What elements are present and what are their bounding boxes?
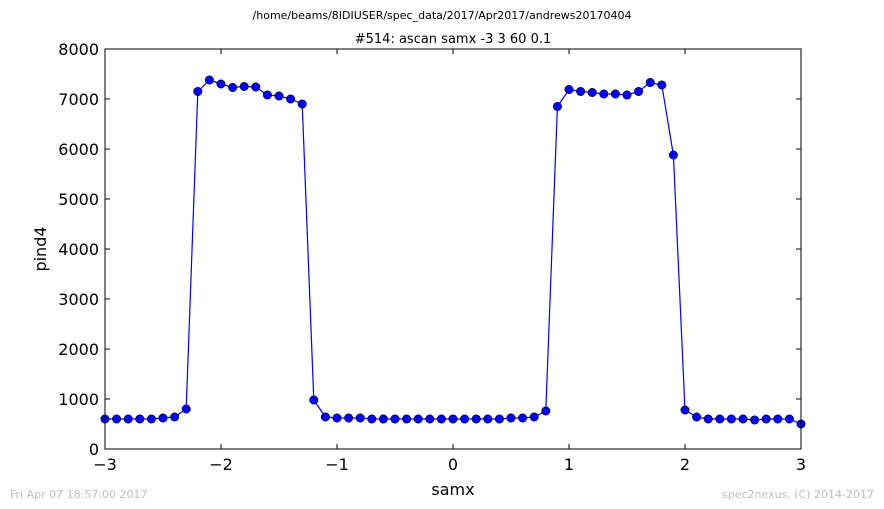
- data-point: [483, 414, 493, 424]
- data-point: [239, 82, 249, 92]
- data-point: [668, 150, 678, 160]
- footer-credit: spec2nexus, (C) 2014-2017: [722, 488, 874, 501]
- x-tick-label: 3: [796, 455, 806, 474]
- data-point: [262, 90, 272, 100]
- data-point: [413, 414, 423, 424]
- data-point: [518, 413, 528, 423]
- data-point: [494, 414, 504, 424]
- data-point: [193, 87, 203, 97]
- data-point: [506, 413, 516, 423]
- y-tick-label: 8000: [58, 40, 99, 59]
- data-point: [425, 414, 435, 424]
- data-point: [181, 404, 191, 414]
- y-tick-label: 7000: [58, 90, 99, 109]
- x-tick-label: −3: [93, 455, 117, 474]
- data-point: [599, 89, 609, 99]
- data-point: [645, 78, 655, 88]
- data-point: [367, 414, 377, 424]
- x-axis-label: samx: [431, 480, 474, 499]
- data-point: [286, 94, 296, 104]
- x-tick-label: −1: [325, 455, 349, 474]
- data-point: [634, 87, 644, 97]
- data-point: [587, 88, 597, 98]
- data-point: [297, 99, 307, 109]
- data-point: [344, 413, 354, 423]
- y-tick-label: 6000: [58, 140, 99, 159]
- data-point: [170, 412, 180, 422]
- data-point: [146, 414, 156, 424]
- series-layer: [100, 75, 806, 429]
- data-point: [680, 405, 690, 415]
- data-point: [750, 415, 760, 425]
- y-tick-label: 3000: [58, 290, 99, 309]
- data-point: [112, 414, 122, 424]
- y-tick-label: 0: [89, 440, 99, 459]
- data-point: [309, 395, 319, 405]
- data-point: [135, 414, 145, 424]
- data-point: [332, 413, 342, 423]
- data-point: [274, 91, 284, 101]
- x-tick-label: 1: [564, 455, 574, 474]
- y-tick-label: 5000: [58, 190, 99, 209]
- x-tick-label: 2: [680, 455, 690, 474]
- data-point: [564, 85, 574, 95]
- data-point: [773, 414, 783, 424]
- data-point: [726, 414, 736, 424]
- y-tick-label: 2000: [58, 340, 99, 359]
- data-point: [784, 414, 794, 424]
- series-line: [105, 79, 802, 425]
- data-point: [576, 87, 586, 97]
- data-point: [204, 75, 214, 85]
- data-point: [216, 79, 226, 89]
- data-point: [552, 102, 562, 112]
- data-point: [738, 414, 748, 424]
- data-point: [692, 412, 702, 422]
- data-point: [402, 414, 412, 424]
- data-point: [436, 414, 446, 424]
- y-tick-label: 1000: [58, 390, 99, 409]
- data-point: [378, 414, 388, 424]
- plot-frame: [104, 48, 802, 450]
- figure-suptitle: /home/beams/8IDIUSER/spec_data/2017/Apr2…: [252, 9, 632, 22]
- data-point: [657, 80, 667, 90]
- data-point: [715, 414, 725, 424]
- x-tick-label: −2: [209, 455, 233, 474]
- data-point: [448, 414, 458, 424]
- data-point: [320, 412, 330, 422]
- y-tick-label: 4000: [58, 240, 99, 259]
- data-point: [529, 412, 539, 422]
- footer-timestamp: Fri Apr 07 18:57:00 2017: [10, 488, 148, 501]
- data-point: [251, 82, 261, 92]
- data-point: [761, 414, 771, 424]
- data-point: [460, 414, 470, 424]
- data-point: [355, 413, 365, 423]
- data-point: [541, 406, 551, 416]
- data-point: [158, 413, 168, 423]
- x-tick-label: 0: [448, 455, 458, 474]
- ticks-layer: −3 −2 −1 0 1 2 3 0 1000 2000 3000 4000 5000 6000 7000 8…: [58, 40, 806, 474]
- data-point: [471, 414, 481, 424]
- data-point: [610, 89, 620, 99]
- y-axis-label: pind4: [31, 226, 50, 271]
- data-point: [228, 83, 238, 93]
- data-point: [390, 414, 400, 424]
- chart-title: #514: ascan samx -3 3 60 0.1: [355, 32, 552, 47]
- data-point: [703, 414, 713, 424]
- data-point: [123, 414, 133, 424]
- data-point: [622, 90, 632, 100]
